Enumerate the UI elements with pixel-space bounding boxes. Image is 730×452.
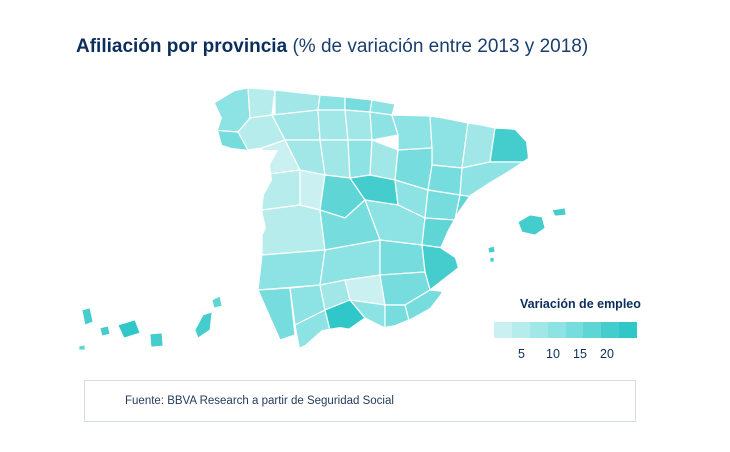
- source-box: Fuente: BBVA Research a partir de Seguri…: [84, 380, 636, 422]
- island-region: [117, 319, 141, 339]
- island-region: [78, 344, 86, 351]
- title-main: Afiliación por provincia: [76, 36, 288, 57]
- province-region: [347, 139, 373, 179]
- province-region: [317, 94, 346, 111]
- province-region: [429, 115, 469, 169]
- province-region: [489, 127, 528, 163]
- island-region: [211, 295, 223, 309]
- province-region: [319, 139, 351, 179]
- legend-title: Variación de empleo: [520, 297, 641, 311]
- title-subtitle: (% de variación entre 2013 y 2018): [292, 36, 589, 57]
- legend-color-scale: [494, 322, 637, 338]
- legend-swatch: [494, 322, 512, 338]
- province-region: [454, 194, 497, 231]
- province-region: [384, 304, 411, 331]
- province-region: [324, 299, 366, 333]
- legend-swatch: [511, 322, 530, 338]
- legend-tick-10: 10: [546, 347, 560, 361]
- island-region: [99, 325, 111, 337]
- province-region: [424, 189, 461, 221]
- island-region: [487, 245, 496, 254]
- province-region: [257, 287, 296, 341]
- province-region: [317, 109, 349, 141]
- island-region: [489, 256, 495, 263]
- province-region: [391, 114, 433, 151]
- island-region: [551, 207, 567, 217]
- legend-tick-5: 5: [518, 347, 525, 361]
- province-region: [459, 161, 528, 201]
- province-region: [379, 239, 426, 276]
- province-region: [261, 169, 301, 211]
- island-region: [517, 214, 546, 236]
- legend-swatch: [619, 322, 637, 338]
- legend-swatch: [547, 322, 566, 338]
- province-region: [261, 204, 326, 256]
- legend-swatch: [529, 322, 548, 338]
- legend-swatch: [601, 322, 620, 338]
- province-region: [369, 139, 399, 181]
- province-region: [421, 217, 471, 251]
- legend-swatch: [565, 322, 584, 338]
- source-text: Fuente: BBVA Research a partir de Seguri…: [125, 395, 394, 407]
- province-region: [247, 88, 276, 119]
- island-region: [81, 307, 94, 326]
- legend-tick-20: 20: [600, 347, 614, 361]
- island-region: [149, 332, 164, 348]
- legend-tick-15: 15: [573, 347, 587, 361]
- island-region: [194, 311, 213, 339]
- legend-swatch: [583, 322, 602, 338]
- province-region: [257, 249, 326, 291]
- province-region: [344, 109, 373, 141]
- chart-title: Afiliación por provincia (% de variación…: [76, 36, 588, 58]
